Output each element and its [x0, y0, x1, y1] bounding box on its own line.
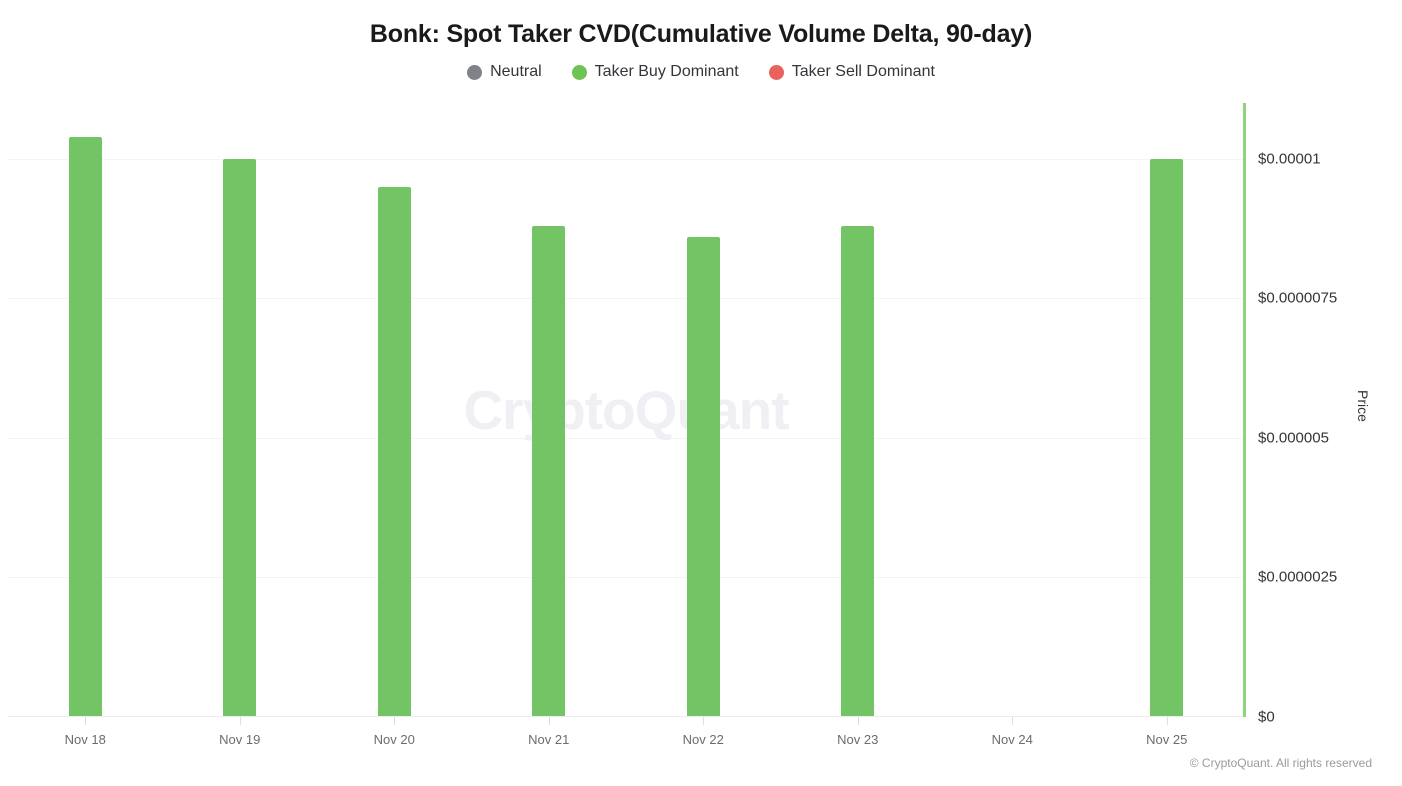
bar-series [8, 103, 1244, 717]
x-axis-tick-mark [1166, 717, 1168, 725]
bar-nov-25[interactable] [1150, 158, 1184, 717]
plot-area: CryptoQuant [8, 103, 1244, 717]
copyright-footer: © CryptoQuant. All rights reserved [1189, 756, 1372, 770]
legend-item-taker-buy-dominant[interactable]: Taker Buy Dominant [571, 63, 739, 81]
y-axis-line [1243, 103, 1246, 717]
bar-nov-21[interactable] [532, 225, 566, 717]
y-axis-tick-label: $0.00001 [1258, 150, 1321, 168]
legend-item-neutral[interactable]: Neutral [467, 63, 542, 81]
legend-label: Neutral [490, 63, 542, 80]
x-axis-tick-mark [548, 717, 550, 725]
page-title: Bonk: Spot Taker CVD(Cumulative Volume D… [369, 20, 1033, 48]
x-axis-tick-mark [394, 717, 396, 725]
bar-nov-19[interactable] [223, 158, 257, 717]
gridline [8, 298, 1244, 300]
x-axis-tick-label: Nov 22 [682, 732, 724, 747]
legend-item-taker-sell-dominant[interactable]: Taker Sell Dominant [768, 63, 935, 81]
gridline [8, 158, 1244, 160]
bar-nov-20[interactable] [377, 186, 411, 717]
x-axis-tick-label: Nov 21 [528, 732, 570, 747]
bar-nov-18[interactable] [68, 136, 102, 717]
y-axis-tick-label: $0 [1258, 708, 1275, 726]
legend-dot-icon [768, 64, 784, 80]
legend-label: Taker Sell Dominant [791, 63, 935, 80]
x-axis-tick-mark [1012, 717, 1014, 725]
legend-dot-icon [571, 64, 587, 80]
x-axis-tick-mark [85, 717, 87, 725]
bar-nov-23[interactable] [841, 225, 875, 717]
x-axis-tick-label: Nov 18 [64, 732, 106, 747]
gridline [8, 577, 1244, 579]
chart-legend: Neutral Taker Buy Dominant Taker Sell Domi… [0, 63, 1402, 81]
y-axis-title: Price [1355, 390, 1371, 422]
zero-baseline [8, 716, 1244, 717]
x-axis-tick-label: Nov 24 [991, 732, 1033, 747]
x-axis-tick-mark [703, 717, 705, 725]
gridline [8, 437, 1244, 439]
legend-label: Taker Buy Dominant [594, 63, 739, 80]
x-axis-tick-mark [239, 717, 241, 725]
x-axis-tick-label: Nov 20 [373, 732, 415, 747]
bar-nov-22[interactable] [686, 236, 720, 717]
x-axis-tick-label: Nov 25 [1146, 732, 1188, 747]
x-axis-tick-label: Nov 23 [837, 732, 879, 747]
legend-dot-icon [467, 64, 483, 80]
x-axis-tick-mark [857, 717, 859, 725]
x-axis-tick-label: Nov 19 [219, 732, 261, 747]
y-axis-tick-label: $0.0000075 [1258, 289, 1338, 307]
y-axis-tick-label: $0.000005 [1258, 429, 1329, 447]
y-axis-tick-label: $0.0000025 [1258, 568, 1338, 586]
